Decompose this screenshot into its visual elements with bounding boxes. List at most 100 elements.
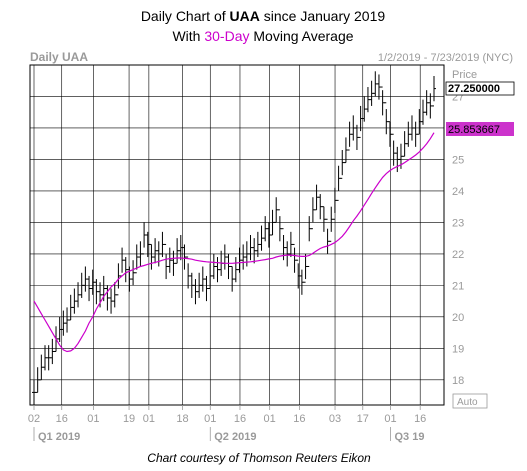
- chart-title-line1: Daily Chart of UAA since January 2019: [141, 8, 386, 24]
- price-bar: [160, 231, 165, 258]
- last-price-box: [445, 81, 515, 96]
- price-bar: [343, 137, 348, 164]
- y-tick-label: 22: [452, 249, 464, 261]
- price-bar: [274, 197, 279, 223]
- price-bar: [369, 80, 374, 106]
- price-bar: [230, 265, 235, 292]
- price-bar: [314, 184, 319, 211]
- grid: [30, 65, 444, 405]
- price-bar: [358, 105, 363, 138]
- ma-value-marker: 25.853667: [446, 122, 514, 136]
- moving-average-line: [33, 132, 435, 353]
- price-bar: [318, 194, 323, 220]
- price-bar: [197, 272, 202, 298]
- x-tick-label: 16: [414, 413, 426, 425]
- auto-scale-box[interactable]: [452, 393, 488, 409]
- chart-caption: Chart courtesy of Thomson Reuters Eikon: [147, 451, 371, 465]
- ma-value-label: 25.853667: [448, 124, 500, 136]
- y-tick-label: 20: [452, 312, 464, 324]
- price-bar: [186, 256, 191, 289]
- price-bar: [120, 247, 125, 277]
- price-bar: [432, 76, 436, 107]
- price-bar: [208, 263, 213, 290]
- price-bar: [156, 241, 161, 267]
- price-bar: [57, 316, 62, 343]
- price-bar: [384, 102, 389, 135]
- plot-frame: [29, 64, 445, 406]
- price-bar: [263, 216, 268, 242]
- price-bar: [277, 209, 282, 242]
- x-tick-label: 01: [384, 413, 396, 425]
- x-axis: 02 16 01 19 01 18 01 16 01 16 03 17 01 16: [28, 405, 426, 425]
- price-bar: [109, 288, 114, 314]
- auto-scale-button[interactable]: Auto: [452, 393, 488, 409]
- price-bar: [380, 86, 385, 116]
- price-bar: [424, 90, 429, 116]
- price-bar: [50, 338, 55, 365]
- price-bar: [39, 354, 44, 381]
- y-tick-label: 18: [452, 375, 464, 387]
- x-tick-label: 01: [264, 413, 276, 425]
- price-bar: [123, 257, 128, 283]
- price-bar: [406, 121, 411, 147]
- price-bar: [134, 244, 139, 274]
- price-bar: [336, 165, 341, 201]
- price-bar: [178, 235, 183, 261]
- price-bar: [321, 206, 326, 232]
- price-bar: [79, 272, 84, 298]
- price-bar: [351, 115, 356, 141]
- price-bar: [252, 238, 257, 264]
- price-bar: [164, 243, 169, 280]
- price-bar: [116, 263, 121, 296]
- price-bar: [409, 115, 414, 141]
- x-tick-label: 17: [357, 413, 369, 425]
- price-bar: [171, 250, 176, 276]
- price-bar: [248, 235, 253, 261]
- price-bar: [376, 74, 381, 100]
- price-bar: [292, 243, 297, 273]
- price-bar: [340, 150, 345, 179]
- x-tick-label: 16: [293, 413, 305, 425]
- price-bar: [255, 231, 260, 258]
- price-bar: [299, 269, 304, 295]
- price-bar: [325, 218, 330, 254]
- price-bar: [32, 379, 36, 405]
- x-tick-label: 19: [123, 413, 135, 425]
- price-bar: [43, 345, 48, 371]
- last-price-marker: 27.250000: [445, 81, 515, 96]
- price-bar: [270, 209, 275, 236]
- price-bar: [204, 275, 209, 302]
- price-bar: [76, 282, 81, 308]
- price-bar: [347, 121, 352, 151]
- price-bar: [61, 310, 66, 336]
- price-bar: [211, 253, 216, 280]
- price-header: Price: [452, 69, 477, 81]
- price-bar: [303, 253, 308, 283]
- ma-value-box: [446, 122, 514, 136]
- y-tick-label: 21: [452, 280, 464, 292]
- period-label: Q1 2019: [38, 431, 80, 443]
- chart-title-line2: With 30-Day Moving Average: [172, 28, 353, 44]
- price-bar: [365, 87, 370, 113]
- price-bar: [193, 279, 198, 305]
- x-tick-label: 01: [143, 413, 155, 425]
- price-bar: [68, 294, 73, 321]
- price-bar: [175, 238, 180, 264]
- price-bar: [420, 99, 425, 125]
- last-price-label: 27.250000: [448, 83, 500, 95]
- price-bar: [46, 345, 51, 371]
- price-bar: [395, 146, 400, 173]
- price-bar: [332, 187, 337, 220]
- price-bar: [83, 266, 88, 292]
- price-bar: [142, 222, 147, 255]
- price-bar: [285, 241, 290, 267]
- price-bar: [94, 279, 99, 305]
- auto-scale-label[interactable]: Auto: [457, 397, 478, 408]
- price-bar: [329, 206, 334, 242]
- price-bar: [189, 272, 194, 298]
- price-bar: [387, 121, 392, 147]
- price-bar: [200, 266, 205, 292]
- x-tick-label: 18: [176, 413, 188, 425]
- price-bar: [266, 222, 271, 248]
- price-bar: [215, 257, 220, 283]
